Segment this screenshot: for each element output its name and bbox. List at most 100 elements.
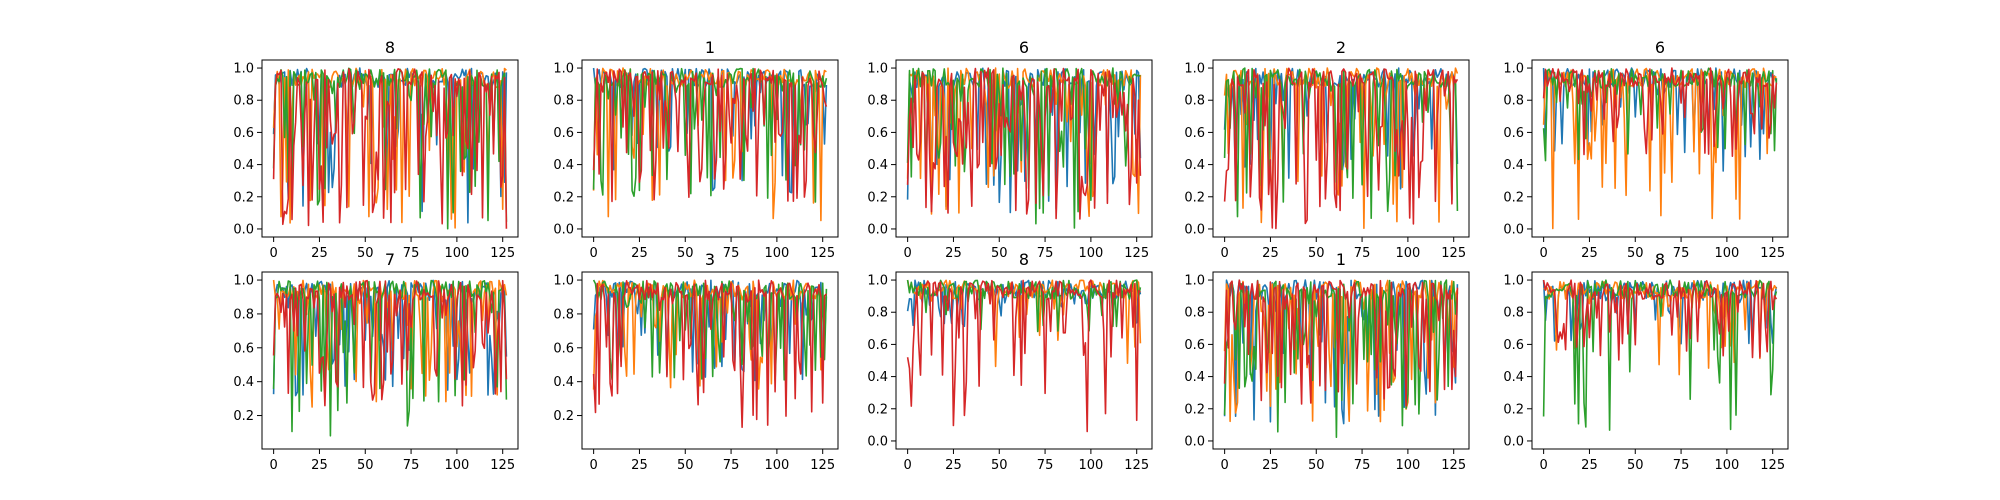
y-tick-label: 1.0: [867, 274, 888, 289]
y-tick-label: 0.6: [233, 126, 254, 141]
subplot-title: 6: [1655, 38, 1665, 57]
x-tick-label: 75: [1673, 458, 1690, 473]
x-tick-label: 125: [1124, 458, 1149, 473]
axes-frame: [1212, 59, 1470, 238]
series-4-line: [592, 279, 827, 428]
x-tick-label: 25: [945, 246, 962, 261]
subplot-8: 0 25 50 75 100 125 0.0 0.2 0.4 0.6 0.8 1.0 8: [867, 250, 1153, 473]
series-2-line: [272, 67, 507, 229]
subplot-title: 3: [705, 250, 715, 269]
x-tick-label: 100: [764, 246, 789, 261]
x-tick-label: 75: [1354, 246, 1371, 261]
y-tick-label: 0.0: [553, 222, 574, 237]
axes-frame: [261, 271, 519, 450]
y-tick-label: 0.2: [233, 190, 254, 205]
x-tick-label: 100: [1395, 458, 1420, 473]
subplot-10: 0 25 50 75 100 125 0.0 0.2 0.4 0.6 0.8 1.0 8: [1503, 250, 1789, 473]
y-tick-label: 0.6: [867, 338, 888, 353]
axes-frame: [1212, 271, 1470, 450]
y-tick-label: 1.0: [1503, 62, 1524, 77]
y-tick-label: 0.2: [1184, 190, 1205, 205]
y-tick-label: 0.2: [553, 409, 574, 424]
subplot-title: 6: [1019, 38, 1029, 57]
x-tick-label: 100: [444, 458, 469, 473]
y-tick-label: 0.6: [1184, 338, 1205, 353]
y-tick-label: 0.2: [1184, 402, 1205, 417]
subplot-title: 2: [1336, 38, 1346, 57]
series-4-line: [906, 279, 1141, 433]
series-4-line: [1542, 279, 1778, 361]
axes-frame: [581, 271, 839, 450]
axes-frame: [581, 59, 839, 238]
x-tick-label: 50: [1308, 246, 1325, 261]
series-4-line: [272, 68, 508, 229]
x-tick-label: 100: [1714, 458, 1739, 473]
y-tick-label: 0.4: [1184, 370, 1205, 385]
x-tick-label: 0: [1220, 458, 1228, 473]
x-tick-label: 25: [311, 246, 328, 261]
x-tick-label: 50: [991, 246, 1008, 261]
series-4-line: [592, 68, 828, 203]
x-tick-label: 0: [269, 458, 277, 473]
x-tick-label: 125: [1441, 246, 1466, 261]
subplot-title: 7: [385, 250, 395, 269]
y-tick-label: 1.0: [1184, 62, 1205, 77]
y-tick-label: 0.8: [1503, 94, 1524, 109]
x-tick-label: 75: [1037, 246, 1054, 261]
series-3-line: [906, 67, 1141, 229]
x-tick-label: 25: [1581, 458, 1598, 473]
x-tick-label: 25: [311, 458, 328, 473]
subplot-title: 8: [385, 38, 395, 57]
y-tick-label: 0.4: [1184, 158, 1205, 173]
axes-frame: [1531, 59, 1789, 238]
axes-frame: [895, 59, 1153, 238]
subplot-9: 0 25 50 75 100 125 0.0 0.2 0.4 0.6 0.8 1.0 1: [1184, 250, 1470, 473]
subplot-title: 1: [705, 38, 715, 57]
x-tick-label: 50: [1308, 458, 1325, 473]
x-tick-label: 50: [357, 246, 374, 261]
y-tick-label: 0.8: [867, 94, 888, 109]
x-tick-label: 100: [1714, 246, 1739, 261]
x-tick-label: 125: [490, 458, 515, 473]
x-tick-label: 0: [1539, 458, 1547, 473]
y-tick-label: 0.6: [233, 341, 254, 356]
y-tick-label: 0.6: [553, 341, 574, 356]
y-tick-label: 0.4: [233, 158, 254, 173]
y-tick-label: 0.8: [1503, 306, 1524, 321]
subplot-title: 1: [1336, 250, 1346, 269]
x-tick-label: 125: [1760, 458, 1785, 473]
y-tick-label: 0.8: [233, 94, 254, 109]
y-tick-label: 0.0: [1503, 434, 1524, 449]
y-tick-label: 0.6: [1503, 338, 1524, 353]
x-tick-label: 50: [677, 458, 694, 473]
y-tick-label: 0.4: [867, 158, 888, 173]
x-tick-label: 50: [1627, 458, 1644, 473]
y-tick-label: 0.4: [553, 158, 574, 173]
x-tick-label: 25: [631, 458, 648, 473]
x-tick-label: 75: [1037, 458, 1054, 473]
x-tick-label: 125: [810, 246, 835, 261]
x-tick-label: 100: [1078, 246, 1103, 261]
y-tick-label: 0.8: [867, 306, 888, 321]
y-tick-label: 0.4: [553, 375, 574, 390]
x-tick-label: 125: [810, 458, 835, 473]
y-tick-label: 0.0: [867, 434, 888, 449]
y-tick-label: 1.0: [233, 274, 254, 289]
y-tick-label: 0.0: [1184, 434, 1205, 449]
y-tick-label: 0.6: [867, 126, 888, 141]
x-tick-label: 25: [1262, 246, 1279, 261]
x-tick-label: 25: [945, 458, 962, 473]
y-tick-label: 0.2: [1503, 190, 1524, 205]
x-tick-label: 50: [677, 246, 694, 261]
series-4-line: [1542, 67, 1778, 157]
y-tick-label: 0.8: [233, 307, 254, 322]
y-tick-label: 0.4: [233, 375, 254, 390]
x-tick-label: 0: [589, 458, 597, 473]
y-tick-label: 0.6: [1503, 126, 1524, 141]
y-tick-label: 1.0: [1503, 274, 1524, 289]
x-tick-label: 50: [357, 458, 374, 473]
series-4-line: [906, 67, 1142, 220]
y-tick-label: 1.0: [553, 274, 574, 289]
x-tick-label: 75: [1354, 458, 1371, 473]
